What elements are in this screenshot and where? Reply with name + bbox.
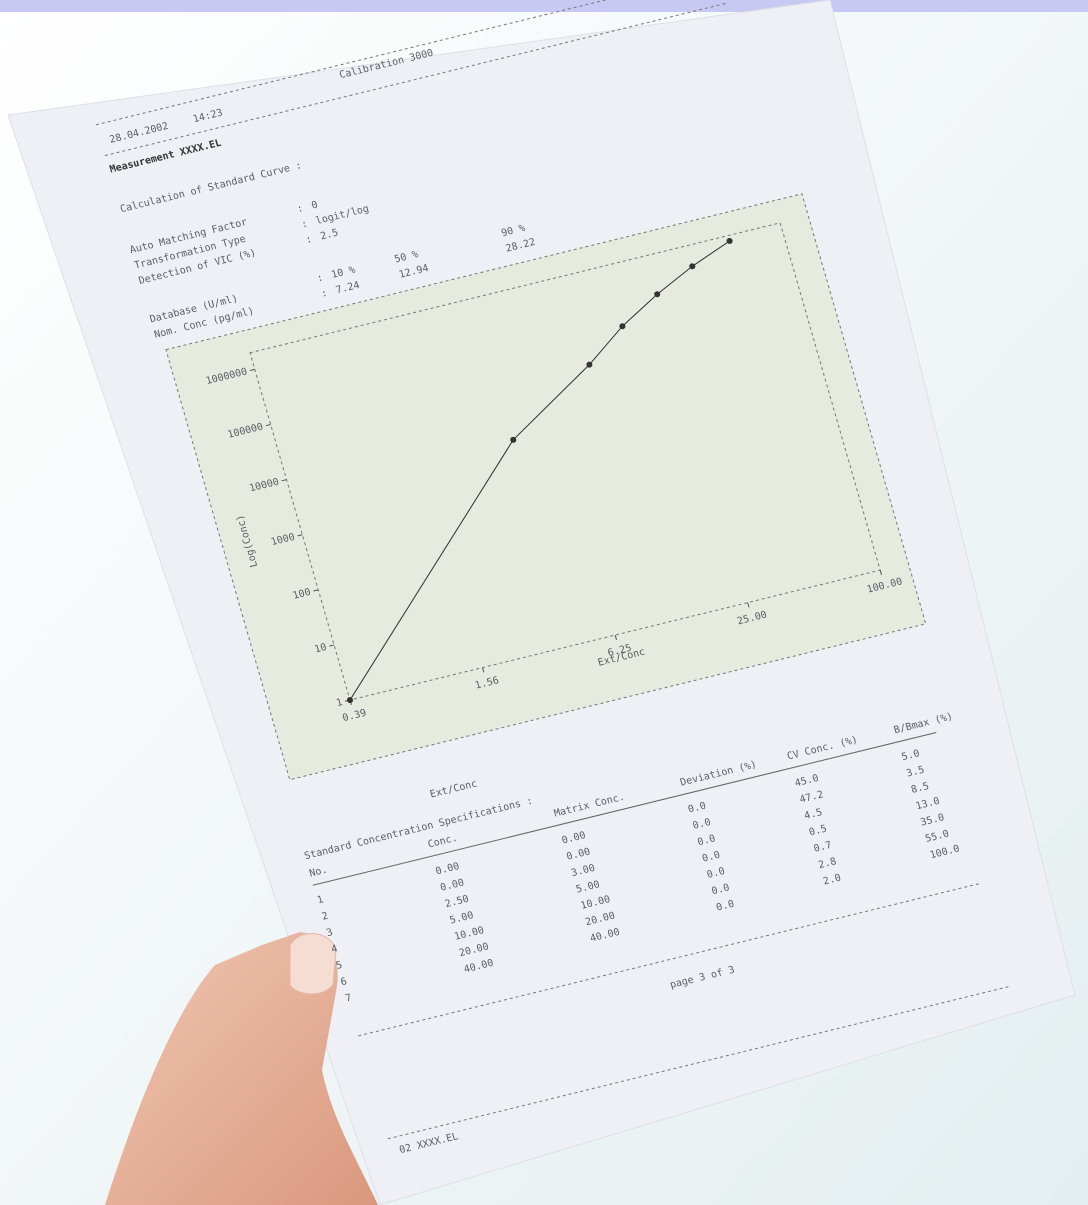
y-tick [313,589,319,592]
table-cell: 8.5 [910,781,931,796]
x-tick [614,634,618,641]
table-cell: 1 [316,894,325,906]
table-cell: 0.0 [710,882,731,897]
chart-frame [165,193,927,781]
calc-cell: : [296,203,305,215]
y-tick [281,479,287,482]
table-cell: 0.0 [715,899,736,914]
hand [105,932,378,1205]
x-tick [747,602,750,608]
y-tick [297,534,303,537]
table-cell: 5 [335,960,344,972]
point [346,697,354,704]
y-tick-label: 1 [335,697,344,709]
table-cell: 0.7 [812,840,833,855]
table-cell: 6 [339,976,348,988]
table-cell: 5.0 [900,748,921,763]
table-cell: 3.5 [905,765,926,780]
x-tick [482,667,485,673]
top-band [0,0,1088,12]
calc-cell: : [305,234,314,246]
table-cell: 3 [325,927,334,939]
point [654,291,661,298]
table-cell: 7 [344,993,353,1005]
rule [312,731,937,886]
rule [104,2,727,157]
table-cell: 2.0 [822,873,843,888]
calc-cell: 0 [310,200,319,212]
table-cell: 0.0 [701,850,722,865]
y-tick [265,424,271,427]
rule [358,883,980,1037]
x-tick [879,570,883,576]
point [726,237,733,244]
point [586,361,593,368]
table-cell: 0.0 [696,833,717,848]
table-cell: 0.5 [808,824,829,839]
table-header: No. [308,865,329,880]
y-tick-label: 100 [292,587,313,602]
table-cell: 2.8 [817,856,838,871]
point [619,323,626,330]
database-cell: : [320,288,329,300]
point [689,263,696,270]
rule [95,0,718,126]
table-cell: 0.0 [706,866,727,881]
table-cell: 0.0 [692,817,713,832]
table-cell: 4.5 [803,807,824,822]
thumb-nail [289,933,337,995]
calc-cell: 2.5 [319,228,340,243]
table-cell: 4 [330,943,339,955]
point [510,436,517,443]
calc-cell: : [300,219,309,231]
database-cell: : [316,272,325,284]
rule [387,985,1010,1140]
table-cell: 2 [321,911,330,923]
y-tick-label: 10 [313,642,328,655]
y-tick [249,368,255,372]
table-cell: 0.0 [687,801,708,816]
y-tick [329,644,335,647]
